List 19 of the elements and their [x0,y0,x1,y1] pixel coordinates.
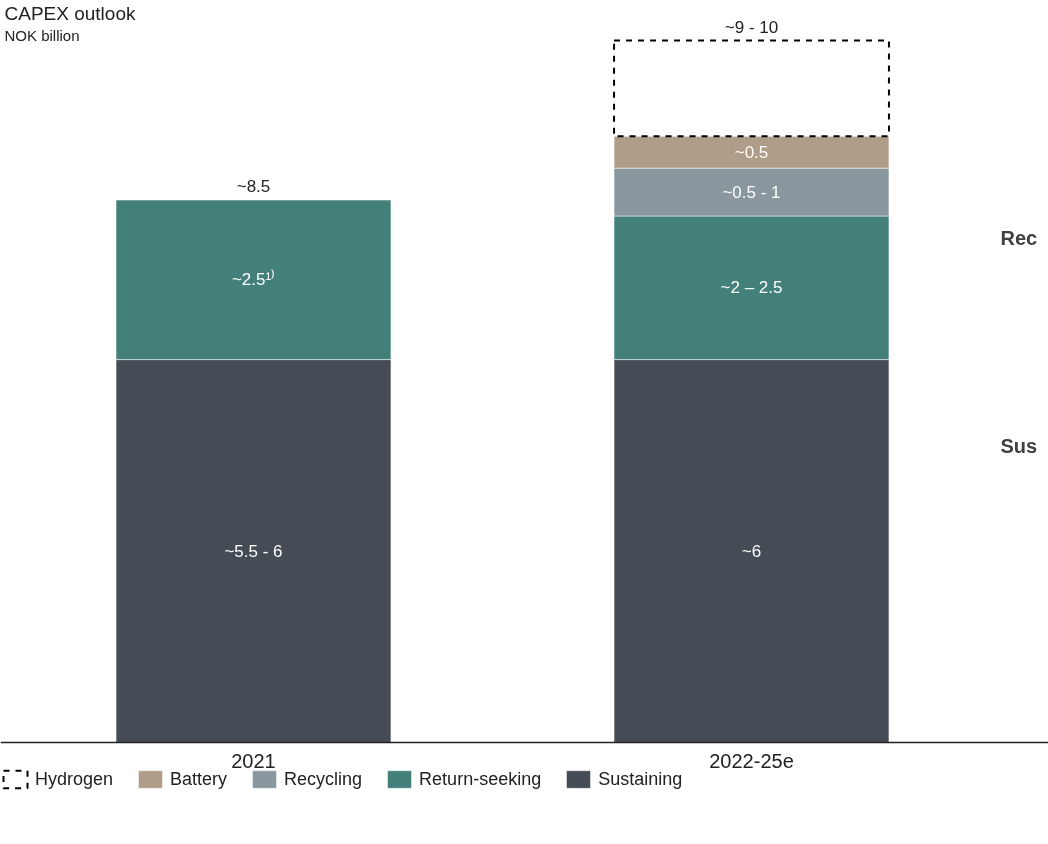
legend-label: Return-seeking [419,768,542,790]
x-tick-label: 2021 [231,749,276,772]
legend-label: Battery [170,768,228,790]
chart-title: CAPEX outlook [4,2,136,24]
legend-label: Hydrogen [35,768,114,790]
data-label: ~2.5¹⁾ [231,269,276,290]
data-label: ~6 [741,541,762,561]
data-label: ~0.5 [734,142,769,162]
data-label: ~5.5 - 6 [224,541,283,561]
chart-subtitle: NOK billion [4,26,80,44]
legend-label: Sustaining [598,768,683,790]
annotation: Rec [1000,226,1038,249]
data-label: ~0.5 - 1 [722,182,781,202]
total-label: ~8.5 [236,177,271,197]
legend-label: Recycling [284,768,363,790]
data-label: ~2 – 2.5 [720,278,783,298]
annotation: Sus [1000,434,1038,457]
x-tick-label: 2022-25e [709,749,794,772]
annotation: ~9 - 10 [724,17,779,37]
